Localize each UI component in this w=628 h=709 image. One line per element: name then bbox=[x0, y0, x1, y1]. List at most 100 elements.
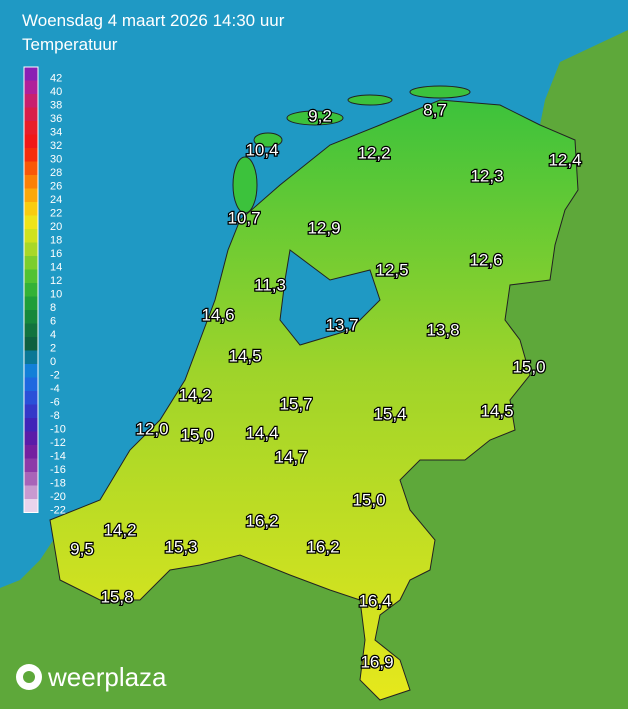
temperature-label: 16,2 bbox=[245, 511, 278, 530]
legend-label: 42 bbox=[50, 73, 62, 85]
legend-swatch bbox=[24, 134, 38, 148]
legend-label: 24 bbox=[50, 194, 62, 206]
legend-label: -10 bbox=[50, 424, 66, 436]
logo: weerplaza bbox=[16, 662, 167, 692]
legend-label: 34 bbox=[50, 127, 62, 139]
legend-label: 0 bbox=[50, 356, 56, 368]
temperature-label: 13,8 bbox=[426, 320, 459, 339]
legend-swatch bbox=[24, 296, 38, 310]
temperature-label: 12,2 bbox=[357, 143, 390, 162]
temperature-label: 13,7 bbox=[325, 315, 358, 334]
legend-label: -12 bbox=[50, 437, 66, 449]
sea bbox=[0, 0, 628, 588]
temperature-label: 16,9 bbox=[360, 652, 393, 671]
temperature-label: 12,0 bbox=[135, 419, 168, 438]
legend-label: 32 bbox=[50, 140, 62, 152]
legend-swatch bbox=[24, 94, 38, 108]
legend-swatch bbox=[24, 472, 38, 486]
temperature-label: 15,7 bbox=[279, 394, 312, 413]
stations: 9,2 8,7 10,4 12,2 12,4 12,3 10,7 12,9 12,5 12,6 11… bbox=[69, 99, 583, 673]
temperature-label: 10,7 bbox=[227, 208, 260, 227]
temperature-label: 14,5 bbox=[480, 401, 513, 420]
legend-label: -6 bbox=[50, 397, 60, 409]
logo-text: weerplaza bbox=[47, 662, 167, 692]
legend-swatch bbox=[24, 283, 38, 297]
title: Woensdag 4 maart 2026 14:30 uur bbox=[22, 11, 285, 30]
legend-label: -2 bbox=[50, 370, 60, 382]
legend-label: 28 bbox=[50, 167, 62, 179]
temperature-label: 14,2 bbox=[103, 520, 136, 539]
temperature-label: 9,2 bbox=[308, 106, 332, 125]
temperature-label: 14,7 bbox=[274, 447, 307, 466]
temperature-label: 12,6 bbox=[469, 250, 502, 269]
legend-swatch bbox=[24, 107, 38, 121]
ijsselmeer bbox=[279, 249, 381, 346]
legend-swatch bbox=[24, 242, 38, 256]
legend: 424038363432302826242220181614121086420-… bbox=[23, 66, 66, 517]
legend-label: 8 bbox=[50, 302, 56, 314]
legend-label: 18 bbox=[50, 235, 62, 247]
legend-swatch bbox=[24, 431, 38, 445]
temperature-label: 12,9 bbox=[307, 218, 340, 237]
legend-label: -4 bbox=[50, 383, 60, 395]
temperature-label: 14,5 bbox=[228, 346, 261, 365]
legend-label: -20 bbox=[50, 491, 66, 503]
legend-label: 30 bbox=[50, 154, 62, 166]
legend-swatch bbox=[24, 256, 38, 270]
legend-label: 22 bbox=[50, 208, 62, 220]
legend-swatch bbox=[24, 391, 38, 405]
legend-swatch bbox=[24, 161, 38, 175]
legend-swatch bbox=[24, 202, 38, 216]
legend-swatch bbox=[24, 418, 38, 432]
legend-label: -18 bbox=[50, 478, 66, 490]
legend-label: 16 bbox=[50, 248, 62, 260]
legend-label: 36 bbox=[50, 113, 62, 125]
legend-swatch bbox=[24, 188, 38, 202]
legend-label: 20 bbox=[50, 221, 62, 233]
legend-label: -8 bbox=[50, 410, 60, 422]
legend-label: 26 bbox=[50, 181, 62, 193]
legend-label: 4 bbox=[50, 329, 56, 341]
legend-swatch bbox=[24, 80, 38, 94]
legend-swatch bbox=[24, 404, 38, 418]
netherlands bbox=[49, 99, 579, 701]
subtitle: Temperatuur bbox=[22, 35, 118, 54]
legend-swatch bbox=[24, 67, 38, 81]
legend-swatch bbox=[24, 175, 38, 189]
legend-swatch bbox=[24, 269, 38, 283]
temperature-label: 12,4 bbox=[548, 150, 581, 169]
temperature-label: 15,8 bbox=[100, 587, 133, 606]
legend-label: -22 bbox=[50, 505, 66, 517]
legend-swatch bbox=[24, 310, 38, 324]
temperature-label: 8,7 bbox=[423, 100, 447, 119]
temperature-label: 15,4 bbox=[373, 404, 406, 423]
legend-swatch bbox=[24, 215, 38, 229]
legend-swatch bbox=[24, 364, 38, 378]
legend-swatch bbox=[24, 377, 38, 391]
temperature-label: 15,3 bbox=[164, 537, 197, 556]
legend-swatch bbox=[24, 323, 38, 337]
legend-swatch bbox=[24, 121, 38, 135]
temperature-label: 12,3 bbox=[470, 166, 503, 185]
temperature-label: 15,0 bbox=[512, 357, 545, 376]
legend-label: 40 bbox=[50, 86, 62, 98]
legend-label: 38 bbox=[50, 100, 62, 112]
temperature-label: 14,2 bbox=[178, 385, 211, 404]
legend-swatch bbox=[24, 499, 38, 513]
legend-label: 14 bbox=[50, 262, 62, 274]
temperature-label: 10,4 bbox=[245, 140, 278, 159]
legend-label: 2 bbox=[50, 343, 56, 355]
legend-label: 12 bbox=[50, 275, 62, 287]
legend-swatch bbox=[24, 445, 38, 459]
temperature-label: 12,5 bbox=[375, 260, 408, 279]
temperature-label: 14,6 bbox=[201, 305, 234, 324]
temperature-label: 16,2 bbox=[306, 537, 339, 556]
temperature-label: 16,4 bbox=[358, 591, 391, 610]
legend-label: 10 bbox=[50, 289, 62, 301]
legend-swatch bbox=[24, 458, 38, 472]
temperature-label: 15,0 bbox=[180, 425, 213, 444]
temperature-label: 15,0 bbox=[352, 490, 385, 509]
temperature-label: 11,3 bbox=[254, 275, 286, 294]
legend-label: 6 bbox=[50, 316, 56, 328]
